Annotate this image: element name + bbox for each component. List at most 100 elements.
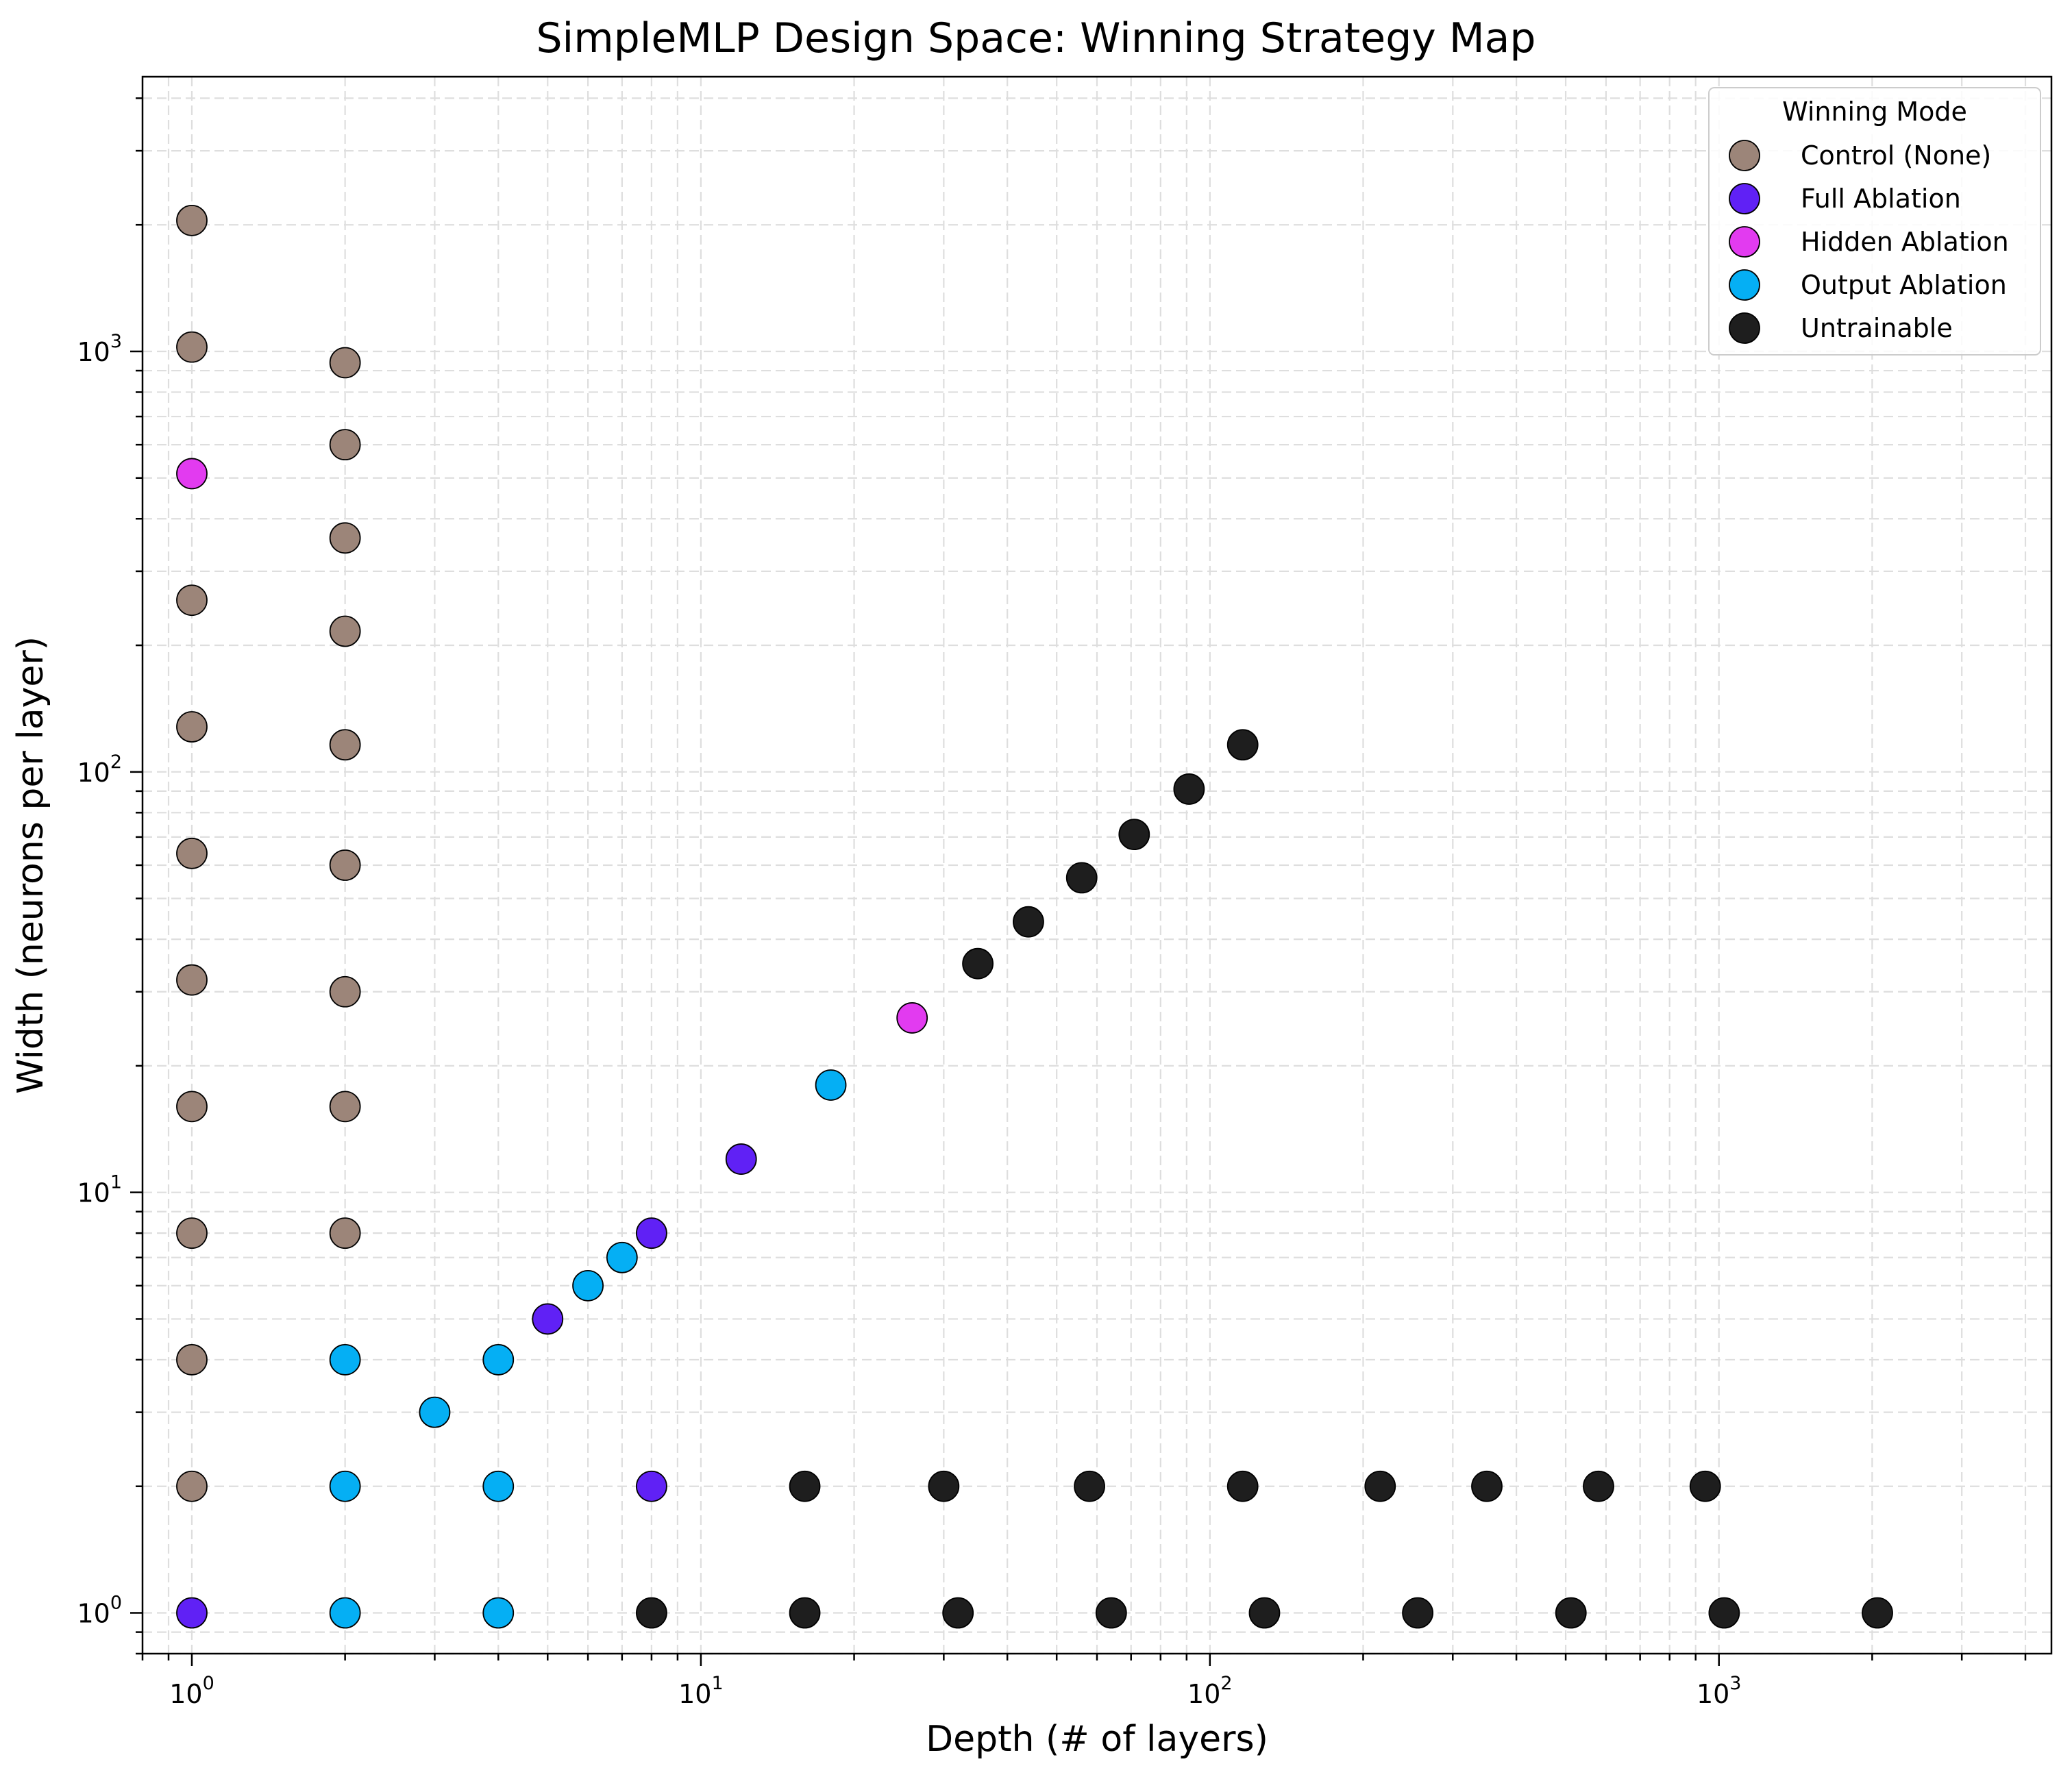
data-point (329, 729, 361, 761)
legend-marker (1729, 140, 1760, 171)
data-point (1248, 1597, 1281, 1629)
x-tick-label: 101 (678, 1673, 724, 1709)
data-point (636, 1597, 667, 1629)
data-point (1095, 1597, 1127, 1629)
data-point (572, 1269, 604, 1302)
x-tick-base: 10 (169, 1679, 202, 1709)
x-tick-label: 103 (1697, 1673, 1742, 1709)
data-point (532, 1303, 564, 1335)
x-tick-base: 10 (1697, 1679, 1729, 1709)
data-point (329, 615, 361, 647)
data-point (1065, 862, 1098, 894)
data-point (176, 711, 208, 743)
data-point (1074, 1470, 1105, 1502)
y-tick-exponent: 1 (110, 1172, 122, 1193)
data-point (176, 1597, 208, 1629)
x-tick-exponent: 2 (1220, 1673, 1232, 1694)
points-layer (176, 204, 1893, 1629)
data-point (176, 584, 208, 617)
data-point (329, 1344, 361, 1376)
data-point (1226, 729, 1259, 761)
data-point (1226, 1470, 1259, 1502)
x-tick-exponent: 0 (203, 1673, 214, 1694)
data-point (329, 429, 361, 461)
data-point (962, 947, 994, 980)
y-tick-exponent: 3 (110, 331, 122, 352)
legend-box (1708, 87, 2041, 356)
legend-label: Hidden Ablation (1801, 227, 2009, 257)
data-point (329, 1470, 361, 1502)
data-point (1708, 1597, 1740, 1629)
data-point (176, 1344, 208, 1376)
x-tick-label: 100 (169, 1673, 214, 1709)
y-tick-label: 100 (77, 1593, 122, 1629)
data-point (176, 458, 208, 490)
data-point (789, 1470, 821, 1502)
data-point (176, 1091, 208, 1123)
x-axis-label: Depth (# of layers) (926, 1719, 1268, 1760)
legend-title: Winning Mode (1782, 97, 1967, 127)
data-point (896, 1002, 928, 1034)
x-tick-base: 10 (1187, 1679, 1220, 1709)
data-point (1173, 773, 1205, 805)
y-tick-exponent: 2 (110, 751, 122, 773)
data-point (606, 1241, 638, 1273)
legend-label: Output Ablation (1801, 270, 2007, 300)
data-point (928, 1470, 960, 1502)
data-point (636, 1217, 667, 1249)
data-point (725, 1143, 757, 1175)
data-point (329, 849, 361, 881)
y-tick-base: 10 (77, 758, 110, 788)
data-point (176, 837, 208, 869)
x-tick-exponent: 1 (711, 1673, 723, 1694)
x-tick-base: 10 (678, 1679, 711, 1709)
data-point (815, 1069, 847, 1101)
legend-label: Full Ablation (1801, 184, 1961, 214)
data-point (1118, 819, 1150, 851)
legend-label: Untrainable (1801, 313, 1953, 343)
chart-title: SimpleMLP Design Space: Winning Strategy… (536, 14, 1536, 62)
legend-marker (1729, 226, 1760, 258)
y-tick-label: 103 (77, 331, 122, 367)
data-point (329, 522, 361, 554)
data-point (482, 1597, 515, 1629)
data-point (176, 331, 208, 363)
data-point (789, 1597, 821, 1629)
data-point (1402, 1597, 1433, 1629)
data-point (419, 1396, 451, 1428)
legend: Winning Mode Control (None) Full Ablation H… (1708, 87, 2041, 356)
data-point (942, 1597, 974, 1629)
y-tick-label: 101 (77, 1172, 122, 1208)
data-point (1862, 1597, 1893, 1629)
legend-marker (1729, 312, 1760, 344)
y-axis-label: Width (neurons per layer) (10, 636, 51, 1094)
y-tick-label: 102 (77, 751, 122, 788)
y-tick-base: 10 (77, 337, 110, 367)
legend-marker (1729, 183, 1760, 214)
data-point (1364, 1470, 1396, 1502)
grid-layer (141, 77, 2051, 1655)
data-point (1689, 1470, 1721, 1502)
data-point (482, 1344, 515, 1376)
legend-label: Control (None) (1801, 140, 1991, 171)
data-point (329, 1217, 361, 1249)
data-point (1013, 906, 1044, 938)
data-point (329, 1091, 361, 1123)
y-tick-exponent: 0 (110, 1593, 122, 1614)
data-point (176, 1470, 208, 1502)
data-point (329, 347, 361, 379)
data-point (176, 964, 208, 996)
data-point (329, 1597, 361, 1629)
y-tick-base: 10 (77, 1178, 110, 1208)
data-point (1583, 1470, 1614, 1502)
data-point (1555, 1597, 1587, 1629)
x-tick-exponent: 3 (1729, 1673, 1741, 1694)
data-point (1471, 1470, 1503, 1502)
legend-marker (1729, 269, 1760, 301)
data-point (482, 1470, 515, 1502)
data-point (636, 1470, 667, 1502)
y-tick-base: 10 (77, 1599, 110, 1629)
